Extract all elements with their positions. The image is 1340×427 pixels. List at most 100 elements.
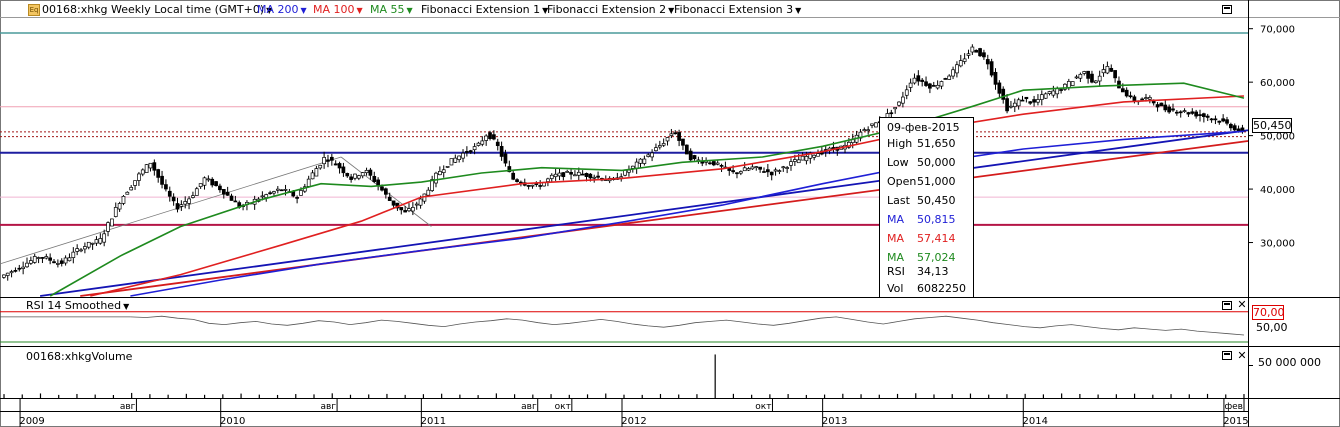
tooltip-label: MA <box>887 213 905 226</box>
candle-body <box>179 204 184 207</box>
candle-body <box>391 200 396 206</box>
candle-body <box>1090 73 1094 83</box>
trend-line <box>40 129 1249 297</box>
candle-body <box>1105 66 1110 74</box>
candle-body <box>461 152 465 159</box>
candle-body <box>627 169 631 173</box>
candle-body <box>1043 93 1048 99</box>
month-label: авг <box>321 402 337 412</box>
close-volume-panel-icon[interactable]: ✕ <box>1237 349 1247 362</box>
maximize-rsi-panel-icon[interactable] <box>1222 301 1232 310</box>
candle-body <box>715 162 720 165</box>
candle-body <box>268 192 272 195</box>
indicator-ma200-dropdown[interactable]: MA 200 ▼ <box>257 3 307 17</box>
candle-body <box>1028 101 1033 104</box>
candle-body <box>800 155 805 161</box>
candle-body <box>978 48 982 57</box>
candle-body <box>229 195 234 201</box>
tooltip-value: 51,650 <box>917 137 956 150</box>
candle-body <box>646 154 651 157</box>
candle-body <box>1070 81 1075 86</box>
candle-body <box>198 183 203 188</box>
indicator-fib1-dropdown[interactable]: Fibonacci Extension 1 ▼ <box>421 3 548 17</box>
candle-body <box>480 140 485 145</box>
candle-body <box>549 174 554 179</box>
candle-body <box>908 82 913 88</box>
moving-average-line <box>49 82 1245 297</box>
candle-body <box>974 50 979 53</box>
candle-body <box>295 197 299 199</box>
candle-body <box>221 189 226 195</box>
rsi-panel-dropdown[interactable]: RSI 14 Smoothed ▼ <box>26 299 129 312</box>
symbol-title-dropdown[interactable]: 00168:xhkg Weekly Local time (GMT+0) ▼ <box>42 3 272 17</box>
indicator-ma100-dropdown[interactable]: MA 100 ▼ <box>313 3 363 17</box>
candle-body <box>152 162 157 171</box>
candle-body <box>125 191 130 195</box>
candle-body <box>526 185 531 187</box>
candle-body <box>924 81 928 86</box>
volume-panel-label: 00168:xhkgVolume <box>26 350 133 363</box>
indicator-fib2-dropdown[interactable]: Fibonacci Extension 2 ▼ <box>547 3 674 17</box>
indicator-fib3-dropdown[interactable]: Fibonacci Extension 3 ▼ <box>674 3 801 17</box>
candle-body <box>1159 102 1164 107</box>
close-rsi-panel-icon[interactable]: ✕ <box>1237 298 1247 311</box>
candle-body <box>688 150 693 161</box>
rsi-line <box>130 315 1245 336</box>
candle-body <box>769 171 774 176</box>
tooltip-label: MA <box>887 251 905 264</box>
candle-body <box>750 166 755 170</box>
candle-body <box>1120 88 1125 93</box>
indicator-ma55-dropdown[interactable]: MA 55 ▼ <box>370 3 413 17</box>
candle-body <box>71 251 76 258</box>
candle-body <box>565 171 570 173</box>
maximize-price-panel-icon[interactable] <box>1222 5 1232 14</box>
candle-body <box>403 210 407 213</box>
candle-body <box>449 158 454 166</box>
candle-body <box>692 155 697 160</box>
candle-body <box>206 178 211 181</box>
candle-body <box>962 58 967 62</box>
tooltip-value: 50,000 <box>917 156 956 169</box>
candle-body <box>623 169 627 176</box>
candle-body <box>187 198 191 204</box>
candle-body <box>113 207 118 217</box>
candle-body <box>453 157 458 163</box>
candle-body <box>553 173 558 178</box>
candle-body <box>140 169 145 175</box>
price-tick-label: 30,000 <box>1260 239 1295 250</box>
candle-body <box>796 159 801 164</box>
candle-body <box>754 166 759 168</box>
year-label: 2011 <box>421 416 446 427</box>
candle-body <box>326 159 330 162</box>
candle-body <box>874 122 878 128</box>
tooltip-label: Vol <box>887 282 904 295</box>
candle-body <box>399 207 404 211</box>
candle-body <box>457 155 462 160</box>
maximize-volume-panel-icon[interactable] <box>1222 351 1232 360</box>
candle-body <box>29 260 33 264</box>
candle-body <box>742 167 747 172</box>
year-label: 2012 <box>621 416 646 427</box>
indicator-fib1-label: Fibonacci Extension 1 <box>421 3 541 16</box>
candle-body <box>677 132 681 141</box>
indicator-ma200-label: MA 200 <box>257 3 299 16</box>
candle-body <box>264 194 269 198</box>
candle-body <box>499 146 504 157</box>
candle-body <box>48 257 53 261</box>
candle-body <box>306 178 311 187</box>
candle-body <box>1190 111 1195 114</box>
candle-body <box>360 172 365 177</box>
chevron-down-icon: ▼ <box>542 6 549 15</box>
indicator-fib2-label: Fibonacci Extension 2 <box>547 3 667 16</box>
candle-body <box>1036 99 1040 103</box>
tooltip-value: 50,815 <box>917 213 956 226</box>
candle-body <box>233 200 238 203</box>
candle-body <box>904 89 909 96</box>
candle-body <box>507 166 512 173</box>
candle-body <box>9 271 14 274</box>
candle-body <box>1109 67 1114 72</box>
candle-body <box>943 78 948 80</box>
month-label: авг <box>120 402 136 412</box>
volume-axis-label: 50 000 000 <box>1258 356 1321 369</box>
year-label: 2013 <box>822 416 847 427</box>
